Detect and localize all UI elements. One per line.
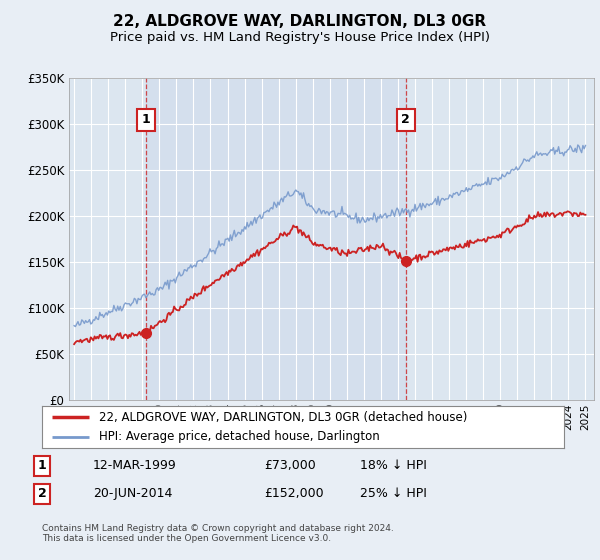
Text: 1: 1 [142, 113, 150, 127]
Text: 12-MAR-1999: 12-MAR-1999 [93, 459, 177, 473]
Text: 2: 2 [38, 487, 46, 501]
Text: £152,000: £152,000 [264, 487, 323, 501]
Text: 22, ALDGROVE WAY, DARLINGTON, DL3 0GR: 22, ALDGROVE WAY, DARLINGTON, DL3 0GR [113, 14, 487, 29]
Text: 20-JUN-2014: 20-JUN-2014 [93, 487, 172, 501]
Text: 25% ↓ HPI: 25% ↓ HPI [360, 487, 427, 501]
Text: 22, ALDGROVE WAY, DARLINGTON, DL3 0GR (detached house): 22, ALDGROVE WAY, DARLINGTON, DL3 0GR (d… [100, 411, 468, 424]
Text: Price paid vs. HM Land Registry's House Price Index (HPI): Price paid vs. HM Land Registry's House … [110, 31, 490, 44]
Text: 18% ↓ HPI: 18% ↓ HPI [360, 459, 427, 473]
Text: 1: 1 [38, 459, 46, 473]
Text: Contains HM Land Registry data © Crown copyright and database right 2024.
This d: Contains HM Land Registry data © Crown c… [42, 524, 394, 543]
Text: HPI: Average price, detached house, Darlington: HPI: Average price, detached house, Darl… [100, 430, 380, 443]
Bar [146, 78, 406, 400]
Text: 2: 2 [401, 113, 410, 127]
Text: £73,000: £73,000 [264, 459, 316, 473]
